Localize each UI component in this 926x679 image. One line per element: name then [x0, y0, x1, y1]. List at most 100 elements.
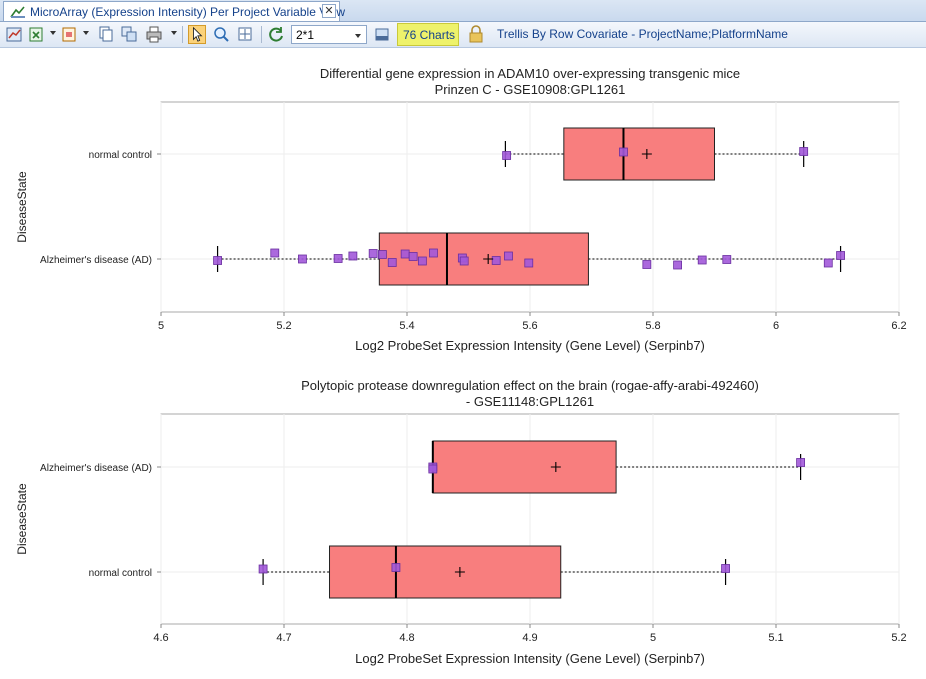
layout-icon[interactable]: [373, 25, 391, 44]
data-point: [429, 248, 438, 258]
x-tick-label: 4.9: [522, 632, 537, 644]
box: [563, 127, 716, 181]
view-tab[interactable]: MicroArray (Expression Intensity) Per Pr…: [3, 1, 345, 21]
export-image-icon[interactable]: [60, 25, 78, 44]
data-point: [697, 255, 707, 265]
chart-area: Differential gene expression in ADAM10 o…: [15, 66, 907, 666]
copy-icon[interactable]: [97, 25, 115, 44]
y-axis-label: DiseaseState: [15, 171, 29, 243]
data-point: [642, 260, 652, 269]
data-point: [796, 458, 805, 467]
layout-value: 2*1: [296, 28, 315, 42]
chart-subtitle: Prinzen C - GSE10908:GPL1261: [435, 82, 626, 97]
chart-subtitle: - GSE11148:GPL1261: [466, 394, 594, 409]
data-point: [408, 252, 418, 261]
data-point: [823, 258, 833, 268]
chart-panel-polytopic: Polytopic protease downregulation effect…: [15, 378, 907, 666]
charts-count-button[interactable]: 76 Charts: [397, 23, 459, 46]
layout-select[interactable]: 2*1: [291, 25, 367, 44]
x-tick-label: 5: [158, 320, 164, 332]
chart-settings-icon[interactable]: [5, 25, 23, 44]
data-point: [428, 464, 438, 474]
category-label: normal control: [89, 568, 152, 579]
export-excel-icon[interactable]: [27, 25, 45, 44]
tab-title: MicroArray (Expression Intensity) Per Pr…: [30, 5, 345, 19]
x-axis-label: Log2 ProbeSet Expression Intensity (Gene…: [355, 651, 705, 666]
zoom-icon[interactable]: [212, 25, 230, 44]
lock-icon[interactable]: [467, 25, 485, 44]
data-point: [673, 260, 682, 270]
mean-marker: [641, 149, 652, 159]
y-axis-label: DiseaseState: [15, 483, 29, 555]
data-point: [387, 258, 397, 267]
data-point: [721, 564, 730, 573]
x-axis: 5 5.2 5.4 5.6 5.8 6 6.2: [158, 312, 907, 332]
chart-title: Differential gene expression in ADAM10 o…: [320, 66, 740, 81]
x-tick-label: 5.6: [522, 320, 537, 332]
data-point: [502, 151, 512, 160]
data-point: [270, 248, 280, 258]
category-label: Alzheimer's disease (AD): [40, 255, 152, 266]
data-point: [213, 256, 222, 265]
toolbar-separator: [261, 26, 262, 43]
data-point: [491, 256, 501, 265]
data-point: [619, 147, 628, 157]
x-tick-label: 5.2: [276, 320, 291, 332]
x-tick-label: 5.1: [768, 632, 783, 644]
mean-marker: [454, 567, 465, 577]
image-dropdown-arrow[interactable]: [83, 31, 89, 35]
plot-marks: [258, 440, 805, 599]
x-axis-label: Log2 ProbeSet Expression Intensity (Gene…: [355, 338, 705, 353]
close-tab-button[interactable]: ✕: [322, 4, 336, 18]
category-label: normal control: [89, 150, 152, 161]
trellis-label: Trellis By Row Covariate - ProjectName;P…: [497, 27, 788, 41]
data-point: [799, 147, 809, 156]
plot-marks: [213, 127, 845, 286]
category-label: Alzheimer's disease (AD): [40, 463, 152, 474]
data-point: [258, 564, 268, 574]
data-point: [377, 250, 387, 259]
x-axis: 4.6 4.7 4.8 4.9 5 5.1 5.2: [153, 624, 907, 644]
data-point: [400, 249, 410, 259]
chevron-down-icon: [355, 34, 361, 38]
refresh-icon[interactable]: [267, 25, 285, 44]
x-tick-label: 5.2: [891, 632, 906, 644]
data-point: [298, 254, 307, 264]
data-point: [368, 249, 378, 258]
data-point: [417, 256, 427, 266]
x-tick-label: 4.7: [276, 632, 291, 644]
x-tick-label: 5.8: [645, 320, 660, 332]
x-tick-label: 5: [650, 632, 656, 644]
tab-bar: MicroArray (Expression Intensity) Per Pr…: [0, 0, 926, 22]
mean-marker: [483, 254, 494, 264]
fit-view-icon[interactable]: [236, 25, 254, 44]
print-icon[interactable]: [145, 25, 163, 44]
data-point: [459, 256, 469, 266]
data-point: [391, 563, 401, 572]
print-dropdown-arrow[interactable]: [171, 31, 177, 35]
data-point: [836, 251, 845, 260]
y-axis: Alzheimer's disease (AD) normal control: [40, 463, 161, 579]
x-tick-label: 5.4: [399, 320, 414, 332]
toolbar-separator: [182, 26, 183, 43]
pointer-icon[interactable]: [188, 25, 206, 44]
chart-view-icon: [10, 6, 25, 18]
x-tick-label: 6.2: [891, 320, 906, 332]
chart-panel-adam10: Differential gene expression in ADAM10 o…: [15, 66, 907, 353]
data-point: [524, 258, 534, 268]
y-axis: normal control Alzheimer's disease (AD): [40, 150, 161, 266]
copy-all-icon[interactable]: [120, 25, 138, 44]
data-point: [504, 251, 513, 261]
x-tick-label: 6: [773, 320, 779, 332]
box: [432, 440, 617, 494]
data-point: [722, 255, 732, 264]
data-point: [348, 251, 358, 261]
x-tick-label: 4.6: [153, 632, 168, 644]
data-point: [333, 254, 343, 263]
charts-count-label: 76 Charts: [403, 28, 456, 42]
box: [329, 545, 562, 599]
x-tick-label: 4.8: [399, 632, 414, 644]
mean-marker: [550, 462, 561, 472]
excel-dropdown-arrow[interactable]: [50, 31, 56, 35]
chart-title: Polytopic protease downregulation effect…: [301, 378, 759, 393]
